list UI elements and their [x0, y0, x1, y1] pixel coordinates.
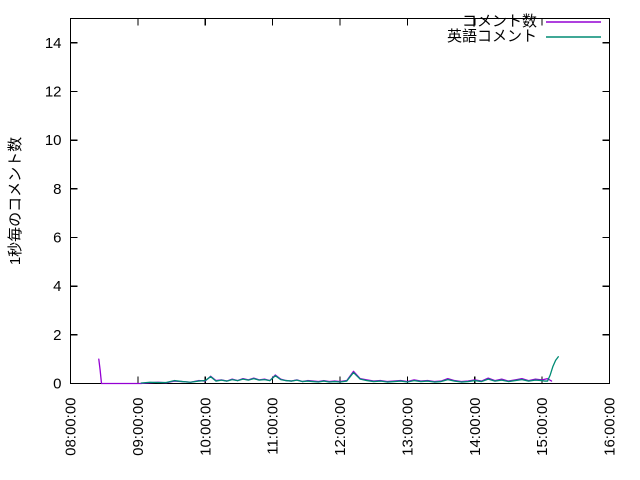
- series-line-0: [98, 358, 553, 385]
- y-tick-label: 10: [45, 132, 62, 149]
- data-series: [98, 356, 559, 385]
- legend-label-0: コメント数: [462, 13, 537, 30]
- x-tick-label: 15:00:00: [534, 398, 551, 456]
- y-tick-label: 2: [53, 327, 61, 344]
- y-axis-tick-labels: 0 2 4 6 8 10 12 14: [45, 35, 62, 393]
- x-axis-tick-labels: 08:00:00 09:00:00 10:00:00 11:00:00 12:00:00…: [63, 398, 619, 456]
- x-tick-label: 13:00:00: [399, 398, 416, 456]
- x-tick-label: 11:00:00: [265, 398, 282, 455]
- y-tick-label: 14: [45, 35, 62, 52]
- x-tick-label: 10:00:00: [197, 398, 214, 456]
- y-tick-label: 4: [53, 278, 61, 295]
- x-tick-label: 16:00:00: [602, 398, 619, 456]
- series-line-1: [140, 356, 559, 384]
- x-tick-label: 12:00:00: [332, 398, 349, 456]
- y-tick-label: 8: [53, 181, 61, 198]
- y-tick-label: 0: [53, 375, 61, 392]
- y-tick-label: 6: [53, 229, 61, 246]
- x-tick-label: 09:00:00: [130, 398, 147, 456]
- y-tick-label: 12: [45, 83, 62, 100]
- y-axis-title: 1秒毎のコメント数: [7, 137, 24, 265]
- y-axis-label-text: 1秒毎のコメント数: [7, 137, 24, 265]
- tick-marks: [69, 18, 611, 385]
- axes: [69, 17, 611, 385]
- plot-frame: [69, 17, 611, 385]
- x-tick-label: 08:00:00: [63, 398, 80, 456]
- legend-label-1: 英語コメント: [447, 27, 537, 45]
- x-tick-label: 14:00:00: [467, 398, 484, 456]
